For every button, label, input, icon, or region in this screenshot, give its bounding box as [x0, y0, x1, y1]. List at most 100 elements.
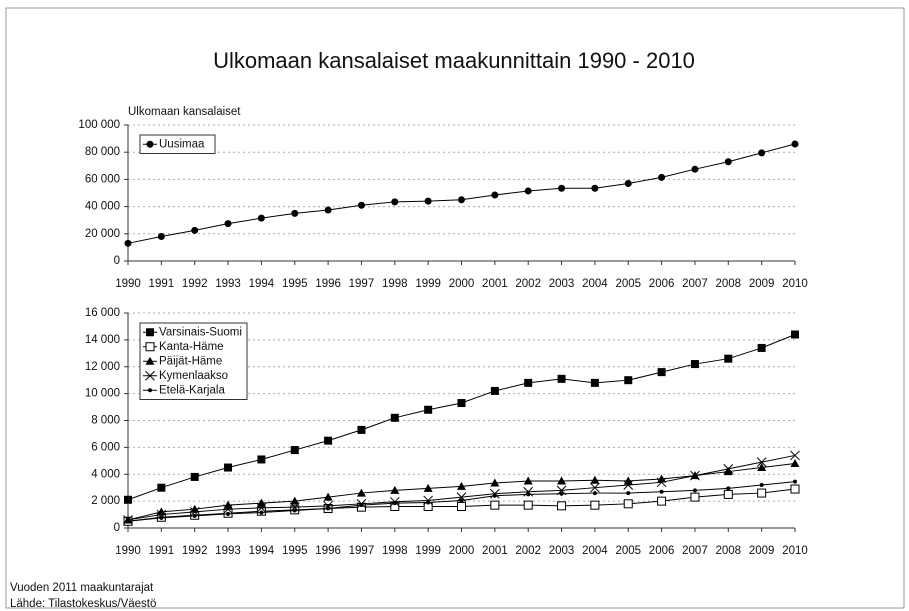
data-point: [457, 399, 466, 408]
data-point: [423, 483, 433, 492]
x-tick-label: 2000: [449, 545, 475, 557]
y-tick-label: 80 000: [85, 146, 120, 158]
data-point: [224, 463, 233, 472]
legend-marker: [145, 356, 155, 365]
data-point: [757, 463, 767, 472]
y-tick-label: 14 000: [85, 334, 120, 346]
data-point: [756, 457, 767, 468]
data-point: [692, 488, 697, 493]
data-point: [626, 491, 631, 496]
x-tick-label: 1995: [282, 545, 308, 557]
data-point: [559, 491, 564, 496]
data-point: [356, 488, 366, 497]
data-point: [157, 483, 166, 492]
data-point: [323, 492, 333, 501]
x-tick-label: 1993: [215, 278, 241, 290]
data-point: [457, 481, 466, 490]
x-tick-label: 1998: [382, 545, 408, 557]
data-point: [591, 184, 599, 192]
data-point: [290, 446, 299, 455]
data-point: [757, 343, 766, 352]
data-point: [623, 480, 634, 490]
data-point: [590, 378, 599, 387]
data-point: [124, 239, 132, 247]
x-tick-label: 1999: [415, 545, 441, 557]
y-tick-label: 8 000: [91, 415, 120, 427]
x-tick-label: 1995: [282, 278, 308, 290]
x-tick-label: 1997: [349, 278, 375, 290]
x-tick-label: 2001: [482, 278, 508, 290]
legend-label: Päijät-Häme: [159, 355, 222, 367]
data-point: [790, 484, 800, 494]
x-tick-label: 2005: [615, 545, 641, 557]
data-point: [491, 191, 499, 199]
y-tick-label: 10 000: [85, 388, 120, 400]
y-tick-label: 20 000: [85, 228, 120, 240]
legend-marker: [146, 140, 154, 148]
legend-marker: [145, 370, 155, 381]
legend-label: Kanta-Häme: [159, 341, 224, 353]
data-point: [392, 501, 397, 506]
data-point: [523, 500, 533, 510]
data-point: [590, 482, 600, 493]
data-point: [459, 498, 464, 503]
data-point: [292, 508, 297, 513]
data-point: [624, 376, 633, 385]
legend-marker: [145, 342, 155, 352]
data-point: [324, 206, 332, 214]
x-tick-label: 1996: [315, 545, 341, 557]
legend-marker: [148, 388, 152, 393]
y-tick-label: 0: [114, 522, 120, 534]
data-point: [723, 489, 733, 499]
data-point: [624, 179, 632, 187]
data-point: [557, 374, 566, 383]
data-point: [723, 464, 734, 474]
data-point: [791, 140, 799, 148]
data-point: [623, 499, 633, 509]
x-tick-label: 1994: [249, 545, 275, 557]
data-point: [457, 502, 466, 511]
data-point: [156, 507, 166, 516]
x-tick-label: 1994: [249, 278, 275, 290]
y-tick-label: 0: [114, 255, 120, 267]
x-tick-label: 1998: [382, 278, 408, 290]
x-tick-label: 2005: [615, 278, 641, 290]
legend-label: Etelä-Karjala: [159, 384, 225, 396]
data-point: [793, 479, 797, 484]
data-point: [590, 475, 600, 484]
x-tick-label: 2003: [549, 278, 575, 290]
data-point: [791, 330, 799, 339]
x-tick-label: 1993: [215, 545, 241, 557]
data-point: [790, 450, 800, 461]
data-point: [690, 470, 700, 481]
data-point: [490, 500, 500, 510]
data-point: [490, 386, 499, 395]
footnote: Vuoden 2011 maakuntarajat: [10, 582, 154, 594]
x-tick-label: 2006: [649, 278, 675, 290]
legend-label: Kymenlaakso: [159, 370, 228, 382]
data-point: [226, 511, 231, 516]
legend-box: [139, 322, 248, 400]
x-tick-label: 1992: [182, 278, 208, 290]
legend-box: [139, 134, 216, 154]
data-point: [326, 506, 331, 511]
y-tick-label: 16 000: [85, 307, 120, 319]
y-tick-label: 4 000: [91, 468, 120, 480]
footnote: Lähde: Tilastokeskus/Väestö: [10, 598, 156, 610]
data-point: [192, 513, 197, 518]
x-tick-label: 1990: [115, 278, 141, 290]
x-tick-label: 2001: [482, 545, 508, 557]
data-point: [758, 149, 766, 157]
x-tick-label: 2003: [549, 545, 575, 557]
x-tick-label: 2006: [649, 545, 675, 557]
data-point: [424, 197, 432, 205]
data-point: [558, 184, 566, 192]
data-point: [658, 173, 666, 181]
data-point: [190, 472, 199, 481]
data-point: [691, 165, 699, 173]
data-point: [357, 425, 366, 434]
data-point: [690, 492, 700, 502]
frame: [5, 7, 905, 609]
data-point: [757, 488, 767, 498]
